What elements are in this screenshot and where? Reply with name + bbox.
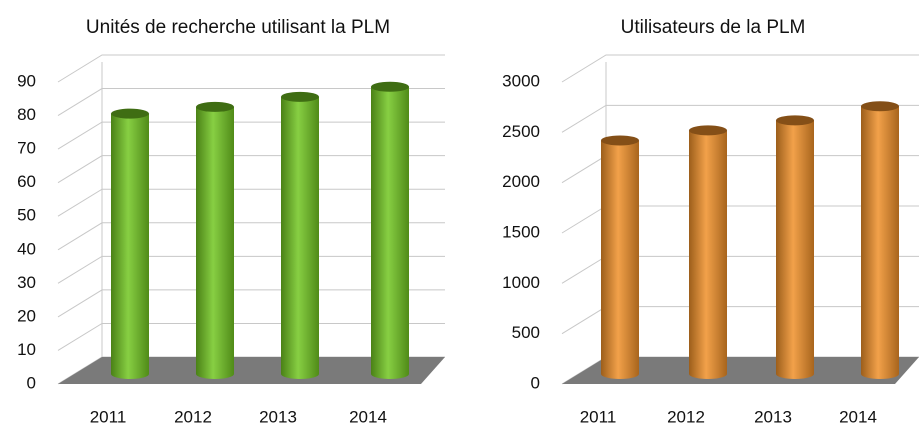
grid-line xyxy=(57,155,445,184)
bar-top xyxy=(776,115,814,126)
y-tick-label: 1500 xyxy=(502,222,540,241)
y-tick-label: 1000 xyxy=(502,273,540,292)
x-tick-label: 2014 xyxy=(839,407,877,426)
y-tick-label: 40 xyxy=(17,239,36,258)
bar xyxy=(371,81,409,380)
grid-line xyxy=(57,188,445,217)
x-tick-label: 2014 xyxy=(349,407,387,426)
grid-line xyxy=(57,222,445,251)
y-tick-label: 2000 xyxy=(502,172,540,191)
chart-title: Unités de recherche utilisant la PLM xyxy=(86,17,390,38)
grid-line xyxy=(57,255,445,284)
y-tick-label: 3000 xyxy=(502,71,540,90)
y-tick-label: 60 xyxy=(17,172,36,191)
bar-body xyxy=(111,113,149,379)
y-tick-label: 90 xyxy=(17,71,36,90)
bar-body xyxy=(196,106,234,380)
y-tick-label: 50 xyxy=(17,206,36,225)
grid-line xyxy=(57,54,445,83)
x-tick-label: 2012 xyxy=(174,407,212,426)
x-tick-label: 2013 xyxy=(754,407,792,426)
bar-body xyxy=(689,130,727,379)
y-tick-label: 10 xyxy=(17,340,36,359)
y-tick-label: 2500 xyxy=(502,122,540,141)
bar-body xyxy=(861,106,899,380)
x-tick-label: 2011 xyxy=(90,407,127,426)
bar-top xyxy=(689,125,727,136)
bar xyxy=(281,91,319,379)
grid-line xyxy=(561,54,919,83)
grid-line xyxy=(57,88,445,116)
bar-top xyxy=(111,108,149,119)
bar-body xyxy=(371,86,409,380)
y-tick-label: 0 xyxy=(531,373,540,392)
bar xyxy=(776,115,814,379)
bar-body xyxy=(601,140,639,379)
grid-line xyxy=(57,289,445,318)
grid-line xyxy=(57,322,445,351)
bar xyxy=(196,101,234,380)
bar xyxy=(111,108,149,379)
bar-body xyxy=(281,96,319,379)
grid-line xyxy=(561,104,919,133)
y-tick-label: 80 xyxy=(17,105,36,124)
y-tick-label: 500 xyxy=(512,323,540,342)
bar xyxy=(601,135,639,379)
bar-top xyxy=(861,101,899,112)
y-tick-label: 0 xyxy=(27,373,36,392)
bar xyxy=(689,125,727,379)
grid-line xyxy=(57,121,445,150)
y-tick-label: 20 xyxy=(17,306,36,325)
bar-top xyxy=(281,91,319,102)
floor xyxy=(58,357,445,384)
chart-title: Utilisateurs de la PLM xyxy=(621,17,806,38)
y-tick-label: 70 xyxy=(17,139,36,158)
bar-top xyxy=(371,81,409,92)
bar-body xyxy=(776,120,814,379)
y-tick-label: 30 xyxy=(17,273,36,292)
bar-top xyxy=(601,135,639,146)
x-tick-label: 2012 xyxy=(667,407,705,426)
x-tick-label: 2011 xyxy=(580,407,617,426)
bar-top xyxy=(196,101,234,112)
x-tick-label: 2013 xyxy=(259,407,297,426)
floor xyxy=(562,357,919,384)
bar xyxy=(861,101,899,380)
